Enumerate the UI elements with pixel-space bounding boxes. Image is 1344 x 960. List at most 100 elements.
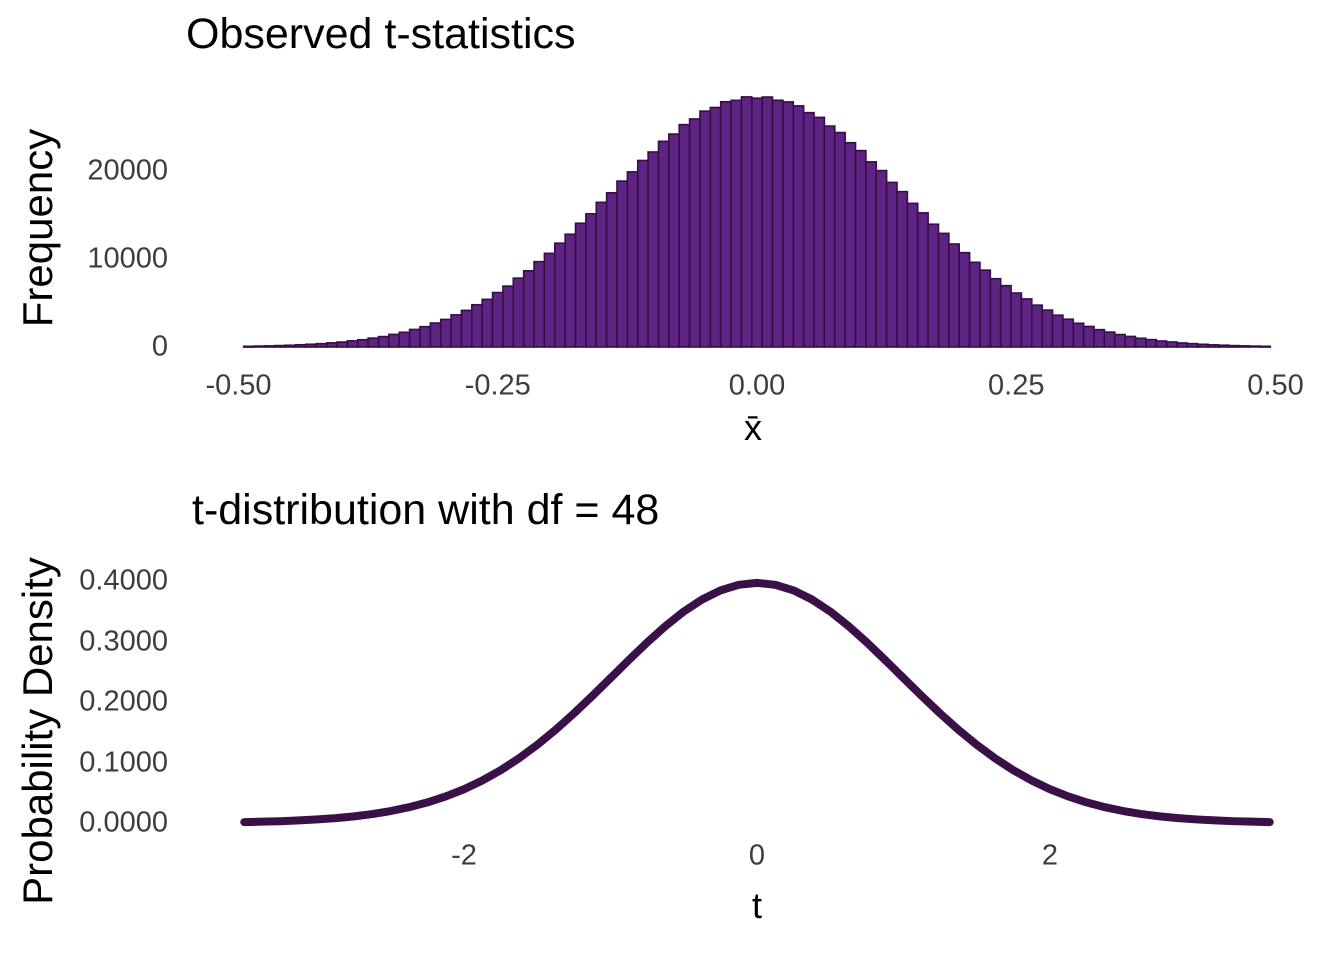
histogram-bar (263, 345, 276, 348)
histogram-bar (491, 291, 504, 348)
histogram-bar (388, 333, 401, 348)
histogram-bar (906, 202, 919, 348)
histogram-bar (305, 343, 318, 348)
histogram-bar (1103, 331, 1116, 348)
histogram-bar (367, 337, 380, 348)
histogram-bar (719, 100, 732, 348)
histogram-bar (502, 285, 515, 348)
t-distribution-x-tick: -2 (451, 839, 477, 872)
histogram-bar (471, 303, 483, 348)
histogram-bar (356, 338, 369, 348)
histogram-bar (1041, 309, 1054, 348)
histogram-bar (595, 201, 608, 348)
histogram-bar (1196, 343, 1209, 348)
histogram-bar (927, 223, 940, 348)
histogram-bar (751, 97, 763, 348)
histogram-plot-area (242, 96, 1272, 348)
histogram-bar (1228, 344, 1241, 348)
t-distribution-y-tick: 0.2000 (79, 685, 168, 718)
histogram-bar (792, 105, 805, 348)
histogram-bar (854, 149, 867, 348)
t-distribution-x-tick: 0 (748, 839, 766, 872)
histogram-bar (678, 123, 691, 348)
histogram-y-tick: 10000 (87, 242, 168, 275)
histogram-bar (989, 277, 1002, 348)
histogram-x-tick: 0.50 (1247, 369, 1304, 402)
histogram-bar (844, 141, 857, 348)
t-distribution-y-tick: 0.3000 (79, 625, 168, 657)
histogram-bar (647, 151, 660, 348)
t-distribution-curve (240, 578, 1274, 827)
histogram-bar (419, 325, 432, 348)
histogram-bar (522, 269, 535, 348)
histogram-bar (688, 118, 701, 348)
histogram-bar (1113, 333, 1126, 348)
histogram-bar (771, 99, 784, 348)
histogram-x-tick: -0.25 (464, 369, 531, 402)
t-distribution-x-tick: 2 (1041, 839, 1059, 872)
histogram-bar (1072, 322, 1085, 348)
histogram-bar (429, 322, 442, 348)
histogram-x-tick: -0.50 (205, 369, 272, 402)
histogram-bar (999, 284, 1012, 348)
histogram-bar (273, 344, 286, 348)
histogram-bar (1051, 314, 1064, 348)
histogram-bar (460, 309, 473, 348)
histogram-x-tick: 0.00 (728, 369, 786, 402)
histogram-bar (699, 110, 712, 348)
histogram-bar (968, 261, 981, 348)
histogram-bar (916, 212, 929, 348)
histogram-bar (958, 251, 971, 348)
histogram-bar (512, 277, 525, 348)
histogram-bar (948, 243, 961, 348)
histogram-bar (1062, 318, 1075, 348)
histogram-title: Observed t-statistics (186, 10, 576, 58)
histogram-bar (740, 96, 753, 348)
histogram-bar (875, 169, 888, 348)
histogram-bar (937, 232, 950, 348)
histogram-bar (543, 252, 556, 348)
histogram-bar (1217, 344, 1230, 348)
t-distribution-y-axis-label: Probability Density (14, 557, 61, 905)
histogram-bar (1207, 344, 1220, 348)
histogram-bar (346, 340, 359, 348)
t-distribution-x-axis-label: t (751, 885, 763, 926)
histogram-bar (1020, 298, 1033, 348)
histogram-bar (1186, 342, 1199, 348)
histogram-bar (761, 96, 774, 348)
histogram-bar (1259, 345, 1272, 348)
histogram-bar (1134, 337, 1147, 348)
histogram-bar (1082, 325, 1095, 348)
histogram-bar (605, 191, 618, 348)
histogram-bar (1176, 342, 1189, 348)
histogram-bar (657, 140, 670, 348)
histogram-bar (336, 341, 349, 348)
histogram-bar (782, 101, 795, 348)
histogram-bar (574, 222, 587, 348)
t-distribution-y-tick: 0.4000 (79, 564, 168, 597)
histogram-bar (636, 159, 649, 348)
histogram-bar (823, 125, 836, 348)
histogram-bar (450, 314, 463, 348)
histogram-bar (730, 99, 743, 348)
histogram-bar (709, 106, 722, 348)
histogram-bar (1248, 345, 1261, 348)
histogram-bar (1031, 304, 1043, 348)
histogram-bar (979, 269, 992, 348)
histogram-bar (585, 213, 598, 348)
histogram-bar (325, 342, 338, 348)
histogram-bar (294, 343, 307, 348)
t-distribution-y-tick: 0.0000 (79, 806, 168, 839)
histogram-bar (242, 345, 255, 348)
histogram-bar (377, 335, 390, 348)
t-distribution-plot-area (240, 578, 1274, 827)
histogram-y-tick: 0 (151, 330, 168, 363)
histogram-bar (408, 328, 421, 348)
histogram-y-tick: 20000 (87, 154, 168, 187)
histogram-bar (1145, 338, 1158, 348)
histogram-bar (284, 344, 297, 348)
histogram-bar (564, 233, 577, 348)
histogram-bar (865, 161, 878, 348)
histogram-x-tick: 0.25 (988, 369, 1045, 402)
histogram-bar (315, 342, 328, 348)
